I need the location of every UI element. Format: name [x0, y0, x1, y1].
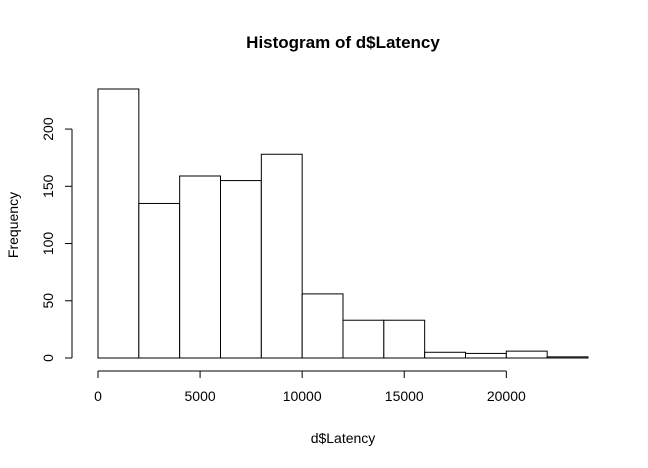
histogram-bar — [179, 175, 222, 359]
x-tick-label: 10000 — [283, 388, 322, 404]
bars-group — [97, 88, 589, 359]
histogram-bar — [342, 319, 385, 359]
histogram-bar — [505, 350, 548, 359]
histogram-bar — [97, 88, 140, 359]
y-tick-label: 150 — [40, 174, 56, 198]
x-axis: 0 5000 10000 15000 20000 — [94, 370, 526, 404]
y-tick-label: 200 — [40, 117, 56, 141]
x-tick-label: 15000 — [385, 388, 424, 404]
histogram-bar — [138, 202, 181, 359]
chart-title: Histogram of d$Latency — [246, 33, 440, 52]
y-tick-label: 100 — [40, 232, 56, 256]
y-tick-label: 50 — [40, 293, 56, 309]
y-axis: 0 50 100 150 200 — [40, 117, 73, 362]
histogram-bar — [301, 293, 344, 359]
histogram-bar — [546, 356, 589, 359]
histogram-bar — [424, 351, 466, 359]
histogram-bar — [220, 180, 262, 359]
y-tick-label: 0 — [40, 354, 56, 362]
histogram-bar — [383, 319, 426, 359]
x-axis-label: d$Latency — [311, 430, 376, 446]
x-tick-label: 5000 — [185, 388, 216, 404]
histogram-bar — [260, 153, 303, 359]
histogram-bar — [465, 352, 507, 359]
y-axis-label: Frequency — [5, 192, 21, 258]
x-tick-label: 20000 — [487, 388, 526, 404]
x-tick-label: 0 — [94, 388, 102, 404]
